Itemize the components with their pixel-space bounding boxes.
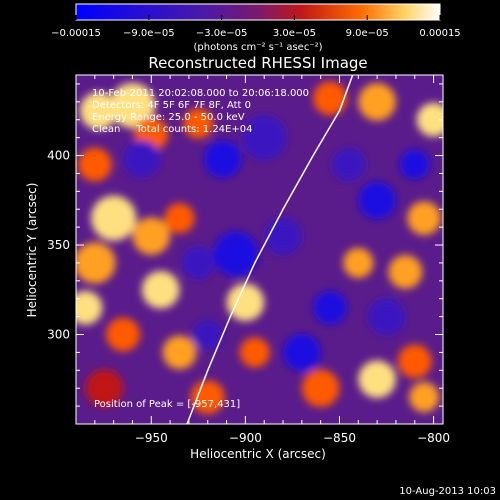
heatmap-blob-39 <box>313 81 348 116</box>
heatmap-blob-16 <box>85 369 124 408</box>
heatmap-blob-38 <box>358 83 396 121</box>
footer-date: 10-Aug-2013 10:03 <box>399 486 496 497</box>
heatmap-blob-17 <box>190 380 225 415</box>
heatmap-blob-30 <box>409 382 440 413</box>
heatmap-blob-31 <box>367 297 406 336</box>
heatmap-image <box>76 81 443 415</box>
annotation-block: 10-Feb-2011 20:02:08.000 to 20:06:18.000… <box>92 88 309 135</box>
heatmap-blob-29 <box>397 344 432 379</box>
heatmap-blob-32 <box>388 254 423 289</box>
annotation-detectors: Detectors: 4F 5F 6F 7F 8F, Att 0 <box>92 100 251 111</box>
heatmap-blob-24 <box>283 333 321 372</box>
heatmap-blob-35 <box>331 147 366 182</box>
heatmap-blob-33 <box>407 201 442 236</box>
x-tick-label: −950 <box>135 431 168 445</box>
heatmap-blob-25 <box>313 290 348 325</box>
heatmap-blob-12 <box>141 270 180 309</box>
colorbar-tick-label: −9.0e−05 <box>123 28 175 39</box>
y-tick-label: 300 <box>47 328 70 342</box>
heatmap-blob-20 <box>213 231 259 277</box>
colorbar-gradient <box>75 3 441 21</box>
annotation-energy-range: Energy Range: 25.0 - 50.0 keV <box>92 112 245 123</box>
heatmap-blob-7 <box>241 115 287 161</box>
colorbar-tick-label: −3.0e−05 <box>196 28 248 39</box>
colorbar-tick-label: 9.0e−05 <box>346 28 389 39</box>
heatmap-blob-8 <box>91 195 137 241</box>
heatmap-blob-14 <box>106 317 140 352</box>
annotation-clean-counts: Clean Total counts: 1.24E+04 <box>92 124 252 135</box>
y-tick-label: 350 <box>47 238 70 252</box>
colorbar: −0.00015 −9.0e−05 −3.0e−05 3.0e−05 9.0e−05 0.… <box>51 3 461 53</box>
solar-limb-line <box>186 75 354 424</box>
x-tick-label: −800 <box>417 431 450 445</box>
heatmap-blob-13 <box>76 290 103 325</box>
heatmap-blob-11 <box>164 203 195 234</box>
heatmap-blob-3 <box>183 108 214 139</box>
heatmap-blob-22 <box>264 217 302 255</box>
heatmap-blob-34 <box>358 181 396 220</box>
chart-title: Reconstructed RHESSI Image <box>148 54 367 72</box>
heatmap-blob-10 <box>76 242 116 284</box>
heatmap-blob-19 <box>239 337 270 368</box>
heatmap-blob-36 <box>399 149 430 180</box>
plot-frame <box>75 74 444 425</box>
heatmap-blob-5 <box>123 140 161 178</box>
colorbar-ticks: −0.00015 −9.0e−05 −3.0e−05 3.0e−05 9.0e−05 0.… <box>51 15 461 39</box>
heatmap-blob-15 <box>162 335 197 370</box>
heatmap-blob-37 <box>416 102 443 137</box>
heatmap-blob-0 <box>79 91 118 130</box>
plot-area: −950 −900 −850 −800 300 350 400 10-Feb-2011 20… <box>47 74 450 445</box>
heatmap-blob-1 <box>109 82 156 129</box>
x-tick-label: −850 <box>323 431 356 445</box>
y-tick-label: 400 <box>47 149 70 163</box>
colorbar-tick-label: 0.00015 <box>419 28 460 39</box>
heatmap-blob-21 <box>181 245 216 280</box>
y-axis-label: Heliocentric Y (arcsec) <box>25 183 39 318</box>
heatmap-blob-6 <box>203 140 242 178</box>
colorbar-tick-label: −0.00015 <box>51 28 101 39</box>
heatmap-blob-28 <box>358 360 396 399</box>
heatmap-blob-27 <box>301 369 340 408</box>
heatmap-blob-9 <box>132 217 171 255</box>
colorbar-tick-label: 3.0e−05 <box>273 28 316 39</box>
x-axis-label: Heliocentric X (arcsec) <box>190 447 326 461</box>
peak-position-label: Position of Peak = [-957,431] <box>94 399 240 410</box>
heatmap-blob-4 <box>77 147 112 182</box>
heatmap-blob-23 <box>192 319 223 350</box>
heatmap-blob-18 <box>226 283 265 322</box>
axis-ticks: −950 −900 −850 −800 300 350 400 <box>47 75 450 445</box>
colorbar-unit-label: (photons cm⁻² s⁻¹ asec⁻²) <box>193 42 322 53</box>
x-tick-label: −900 <box>229 431 262 445</box>
annotation-time-range: 10-Feb-2011 20:02:08.000 to 20:06:18.000 <box>92 88 309 99</box>
heatmap-blob-26 <box>343 247 374 278</box>
